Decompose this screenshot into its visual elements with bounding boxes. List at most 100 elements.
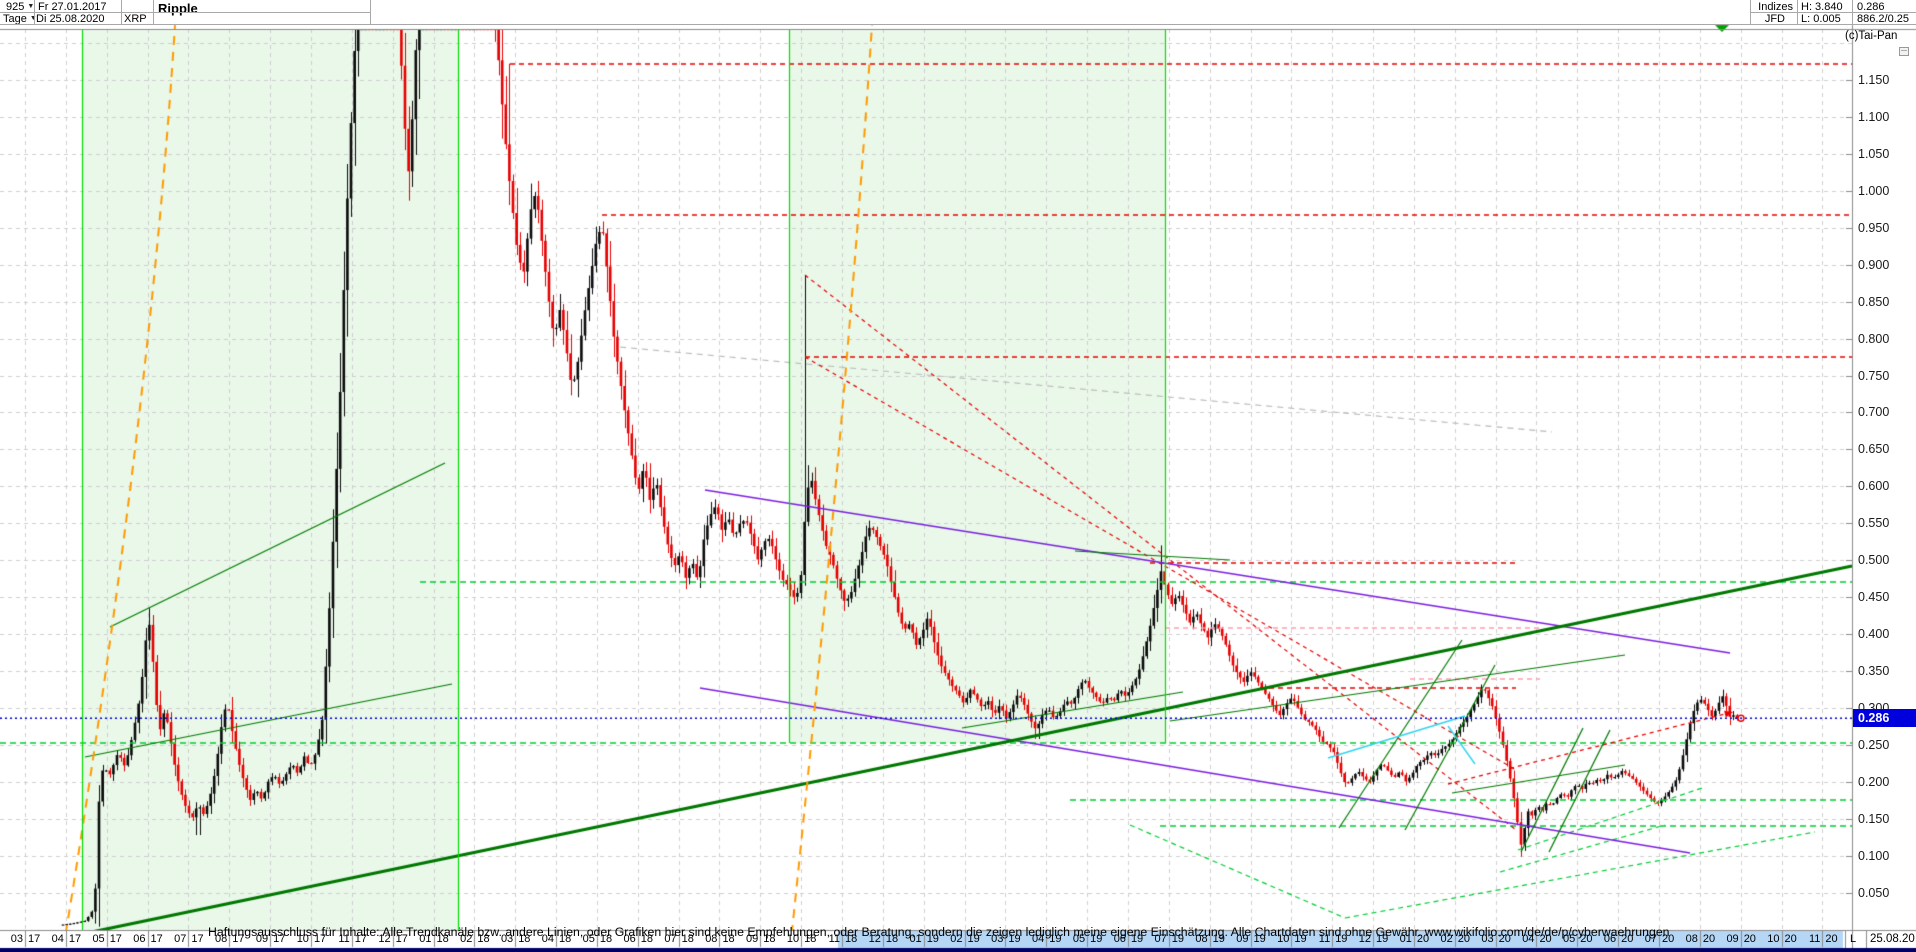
month-label-year: 19 (1212, 933, 1225, 945)
month-label-year: 18 (804, 933, 817, 945)
quote-detail-label: 886.2/0.25 (1857, 13, 1909, 25)
month-label: 02 (1440, 933, 1453, 945)
price-label: 0.950 (1858, 220, 1890, 235)
price-label: 0.150 (1858, 811, 1890, 826)
range-end-field[interactable]: Di 25.08.2020 (36, 13, 105, 25)
price-label: 0.750 (1858, 368, 1890, 383)
price-label: 0.250 (1858, 737, 1890, 752)
month-label-year: 19 (1130, 933, 1144, 945)
chevron-down-icon: ▼ (27, 3, 35, 10)
feed-label: JFD (1764, 13, 1785, 25)
month-label: 07 (664, 933, 677, 945)
session-high-label: H: 3.840 (1801, 1, 1843, 13)
period-dropdown[interactable]: Tage ▼ (3, 13, 37, 25)
header-cell-border (121, 0, 122, 24)
month-label-year: 19 (926, 933, 939, 945)
month-label-year: 17 (395, 933, 408, 945)
month-label-year: 17 (191, 933, 204, 945)
month-label: 03 (10, 933, 23, 945)
price-label: 1.150 (1858, 73, 1890, 87)
month-label-year: 20 (1743, 933, 1756, 945)
month-label: 02 (460, 933, 473, 945)
month-label-year: 20 (1539, 933, 1552, 945)
price-label: 1.100 (1858, 109, 1890, 124)
price-label: 0.350 (1858, 664, 1890, 679)
month-label: 06 (133, 933, 146, 945)
month-label-year: 20 (1784, 933, 1797, 945)
price-label: 0.700 (1858, 405, 1890, 420)
month-label: 12 (1358, 933, 1372, 945)
month-label-year: 19 (1335, 933, 1348, 945)
price-label: 0.050 (1858, 885, 1890, 900)
month-label: 08 (705, 933, 718, 945)
header-cell-border (370, 0, 371, 24)
bars-count-dropdown[interactable]: 925 ▼ (6, 1, 35, 13)
chevron-down-icon: ▼ (30, 15, 37, 22)
month-label-year: 19 (967, 933, 980, 945)
month-label-year: 19 (1008, 933, 1021, 945)
month-label: 04 (1032, 933, 1045, 945)
month-label-year: 18 (640, 933, 653, 945)
month-label: 08 (215, 933, 228, 945)
month-label: 04 (1522, 933, 1535, 945)
month-label: 10 (1277, 933, 1290, 945)
month-label-year: 20 (1416, 933, 1430, 945)
month-label-year: 17 (232, 933, 245, 945)
month-label-year: 20 (1580, 933, 1593, 945)
month-label-year: 18 (763, 933, 776, 945)
range-start-field[interactable]: Fr 27.01.2017 (38, 1, 107, 13)
month-label: 10 (296, 933, 309, 945)
copyright-label: (c)Tai-Pan (1845, 30, 1898, 42)
month-label-year: 17 (68, 933, 82, 945)
month-label: 10 (786, 933, 800, 945)
month-label: 09 (1726, 933, 1739, 945)
month-label-year: 20 (1662, 933, 1675, 945)
header-row-divider (1750, 12, 1916, 13)
month-label-year: 20 (1825, 933, 1838, 945)
price-label: 0.450 (1858, 590, 1890, 605)
month-label: 09 (1236, 933, 1249, 945)
axis-corner-date: 25.08.20 (1870, 933, 1915, 945)
price-label: 0.100 (1858, 848, 1890, 863)
month-label: 05 (92, 933, 105, 945)
month-label: 12 (378, 933, 391, 945)
month-label-year: 17 (354, 933, 368, 945)
month-label: 06 (1113, 933, 1126, 945)
month-label-year: 19 (1294, 933, 1307, 945)
month-label-year: 18 (599, 933, 613, 945)
price-label: 0.200 (1858, 774, 1890, 789)
month-label-year: 17 (28, 933, 41, 945)
month-label: 01 (419, 933, 432, 945)
header-row-divider (0, 12, 370, 13)
month-label-year: 19 (1253, 933, 1266, 945)
price-label: 0.500 (1858, 553, 1890, 568)
month-label-year: 20 (1621, 933, 1634, 945)
month-label: 05 (1563, 933, 1576, 945)
month-label: 11 (338, 933, 350, 945)
month-label-year: 18 (436, 933, 449, 945)
price-label: 0.650 (1858, 442, 1890, 457)
month-label: 03 (991, 933, 1004, 945)
month-label: 07 (174, 933, 187, 945)
month-label-year: 18 (845, 933, 858, 945)
month-label-year: 17 (273, 933, 286, 945)
month-label: 02 (950, 933, 963, 945)
price-label: 1.000 (1858, 183, 1890, 198)
month-label: 11 (1318, 933, 1331, 945)
month-label: 11 (1808, 933, 1821, 945)
month-label: 05 (582, 933, 595, 945)
month-label-year: 18 (681, 933, 694, 945)
month-label: 05 (1072, 933, 1086, 945)
month-label-year: 17 (109, 933, 122, 945)
instrument-title: Ripple (158, 1, 198, 16)
month-label: 11 (828, 933, 840, 945)
window-button[interactable] (1899, 47, 1909, 56)
month-label: 01 (909, 933, 922, 945)
month-label: 04 (51, 933, 64, 945)
price-label: 0.800 (1858, 331, 1890, 346)
price-label: 0.400 (1858, 627, 1890, 642)
month-label: 01 (1399, 933, 1412, 945)
month-label-year: 20 (1498, 933, 1511, 945)
